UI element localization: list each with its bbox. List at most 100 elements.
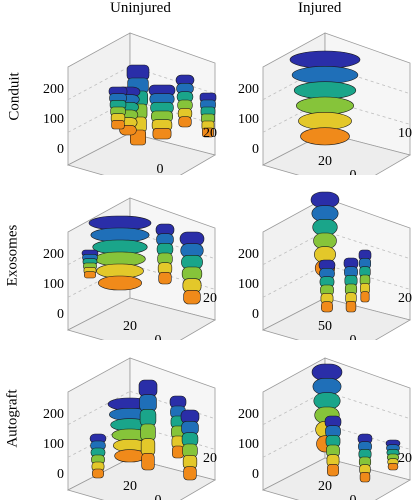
floor-plane (66, 297, 217, 340)
surface-peak (179, 231, 205, 305)
y-tick-label: 20 (203, 126, 217, 141)
z-tick-label: 0 (252, 142, 259, 157)
surface-band (140, 438, 156, 456)
surface-band (138, 379, 158, 397)
surface-band (312, 378, 342, 395)
surface-peak (148, 84, 176, 140)
x-tick-label: 0 (155, 333, 162, 340)
z-tick-label: 100 (238, 437, 259, 452)
surface-band (202, 127, 214, 138)
surface-band (311, 363, 343, 381)
surface-peak (175, 74, 195, 128)
surface-band (293, 81, 357, 100)
surface-plot-autograft-uninjured: 200100020020 (43, 357, 217, 500)
grid-line (324, 230, 411, 260)
z-tick-label: 0 (57, 142, 64, 157)
surface-plot-autograft-injured: 200100020020 (238, 357, 412, 500)
surface-peak (88, 215, 152, 291)
x-tick-label: 0 (155, 493, 162, 500)
surface-band (141, 453, 155, 471)
z-tick-label: 100 (238, 112, 259, 127)
x-tick-label: 50 (318, 319, 332, 334)
z-tick-label: 200 (238, 82, 259, 97)
surface-band (312, 219, 338, 236)
x-tick-label: 0 (350, 493, 357, 500)
surface-band (111, 120, 125, 130)
z-tick-label: 0 (57, 467, 64, 482)
x-tick-label: 20 (318, 154, 332, 169)
z-tick-label: 200 (43, 247, 64, 262)
surface-peak (89, 433, 107, 479)
z-tick-label: 200 (43, 407, 64, 422)
surface-peak (108, 86, 128, 130)
column-title-uninjured: Uninjured (110, 0, 171, 16)
surface-band (152, 128, 172, 140)
row-title-autograft: Autograft (4, 389, 21, 448)
surface-peak (289, 50, 361, 146)
surface-peak (343, 257, 359, 313)
surface-band (387, 463, 399, 471)
surface-peak (199, 92, 217, 138)
surface-band (140, 423, 156, 441)
z-tick-label: 0 (57, 307, 64, 322)
surface-peak (358, 249, 372, 303)
z-tick-label: 200 (238, 407, 259, 422)
surface-peak (357, 433, 373, 483)
y-tick-label: 20 (398, 451, 412, 466)
surface-band (139, 409, 157, 427)
surface-band (311, 205, 339, 222)
surface-band (158, 272, 172, 285)
surface-band (313, 232, 337, 249)
grid-line (324, 390, 411, 420)
surface-band (313, 392, 341, 410)
surface-band (178, 116, 192, 128)
y-tick-label: 20 (203, 451, 217, 466)
surface-band (300, 127, 350, 146)
x-tick-label: 0 (157, 162, 164, 175)
row-title-exosomes: Exosomes (4, 224, 21, 287)
surface-band (98, 275, 143, 291)
surface-plot-conduit-uninjured: 200 100 0 0 20 (43, 32, 217, 175)
surface-band (92, 468, 104, 479)
surface-band (114, 449, 146, 463)
surface-peak (138, 379, 158, 471)
surface-band (139, 394, 157, 412)
floor-plane (261, 132, 412, 175)
column-title-injured: Injured (298, 0, 342, 16)
z-tick-label: 100 (43, 112, 64, 127)
surface-band (289, 50, 361, 69)
z-tick-label: 200 (43, 82, 64, 97)
x-tick-label: 0 (350, 168, 357, 175)
x-tick-label: 0 (350, 333, 357, 340)
z-tick-label: 0 (252, 307, 259, 322)
surface-band (291, 66, 359, 84)
surface-band (298, 112, 352, 130)
surface-band (172, 445, 184, 459)
x-tick-label: 20 (318, 479, 332, 494)
floor-plane (66, 132, 217, 175)
surface-peak (107, 397, 153, 463)
surface-peak (180, 409, 200, 481)
surface-band (359, 472, 371, 483)
floor-plane (261, 297, 412, 340)
z-tick-label: 100 (43, 437, 64, 452)
surface-peak (324, 415, 342, 477)
surface-peak (385, 439, 401, 471)
surface-plot-conduit-injured: 200100020010 (238, 32, 412, 175)
surface-band (183, 466, 197, 481)
surface-band (327, 464, 339, 477)
floor-plane (66, 457, 217, 500)
surface-band (345, 301, 357, 313)
surface-plot-exosomes-uninjured: 200100020020 (43, 197, 217, 340)
y-tick-label: 20 (398, 291, 412, 306)
surface-plot-exosomes-injured: 200 100 0 50 0 20 (238, 191, 412, 340)
surface-band (296, 96, 355, 115)
surface-band (321, 301, 333, 313)
y-tick-label: 10 (398, 126, 412, 141)
surface-band (84, 271, 96, 279)
z-tick-label: 100 (238, 277, 259, 292)
surface-band (183, 290, 201, 305)
surface-peak (155, 223, 175, 285)
floor-plane (261, 457, 412, 500)
z-tick-label: 200 (238, 247, 259, 262)
